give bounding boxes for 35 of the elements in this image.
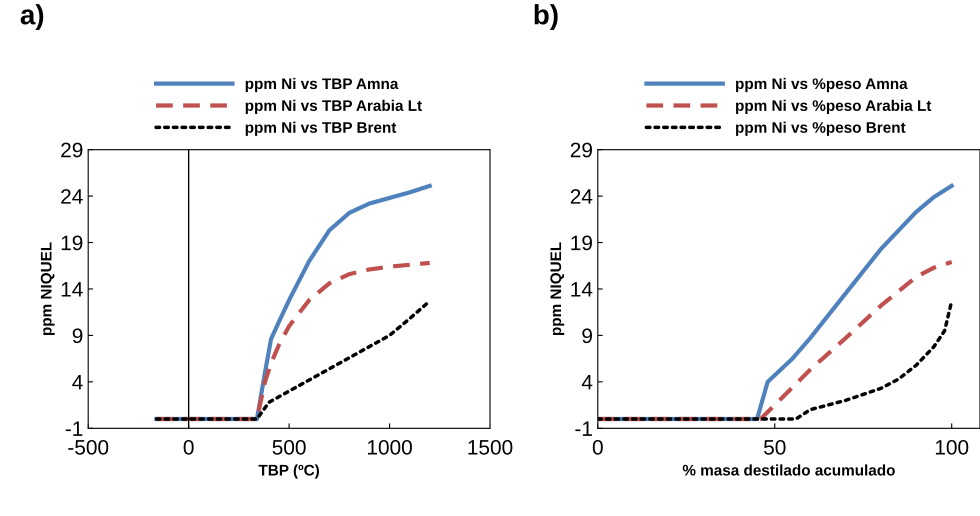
- y-tick-label: 19: [62, 236, 82, 250]
- y-axis-title: ppm NIQUEL: [40, 242, 55, 336]
- x-tick-label: 1500: [468, 440, 512, 455]
- x-tick-label: 0: [592, 440, 603, 455]
- legend-label: ppm Ni vs %peso Amna: [736, 78, 908, 92]
- y-tick-label: 29: [570, 142, 592, 158]
- legend-label: ppm Ni vs %peso Arabia Lt: [736, 100, 932, 114]
- y-tick-label: 9: [72, 328, 82, 344]
- y-tick-label: 19: [571, 236, 592, 250]
- x-tick-label: 1000: [368, 440, 412, 455]
- y-tick-label: -1: [66, 421, 82, 436]
- y-tick-label: 24: [61, 189, 83, 204]
- y-tick-label: 9: [582, 328, 592, 344]
- y-axis-title: ppm NIQUEL: [550, 242, 564, 336]
- chart-title: a): [20, 4, 44, 30]
- y-tick-label: 24: [570, 189, 592, 204]
- legend-label: ppm Ni vs TBP Brent: [246, 122, 396, 136]
- legend-label: ppm Ni vs %peso Brent: [736, 122, 906, 136]
- y-tick-label: 4: [72, 375, 83, 390]
- x-tick-label: -500: [68, 440, 108, 455]
- x-axis-title: % masa destilado acumulado: [682, 464, 895, 476]
- x-tick-label: 0: [184, 440, 194, 455]
- y-tick-label: -1: [575, 421, 592, 436]
- y-tick-label: 14: [62, 282, 83, 297]
- x-tick-label: 500: [272, 440, 306, 455]
- legend-label: ppm Ni vs TBP Arabia Lt: [246, 100, 422, 114]
- x-tick-label: 100: [936, 440, 968, 455]
- x-tick-label: 50: [764, 440, 786, 455]
- legend-label: ppm Ni vs TBP Amna: [246, 78, 398, 92]
- y-tick-label: 14: [571, 282, 592, 297]
- y-tick-label: 4: [582, 375, 592, 390]
- y-tick-label: 29: [61, 142, 82, 158]
- chart-title: b): [534, 4, 558, 30]
- line-series: [598, 260, 954, 422]
- x-axis-title: TBP (ºC): [258, 464, 319, 479]
